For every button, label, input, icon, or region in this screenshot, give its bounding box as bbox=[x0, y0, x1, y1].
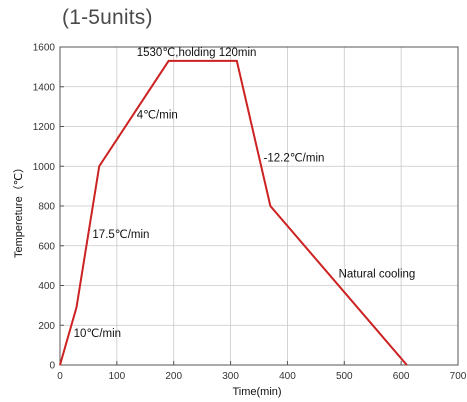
y-tick-label: 1000 bbox=[33, 162, 56, 173]
x-tick-label: 300 bbox=[222, 371, 239, 382]
y-axis-label: Tempereture（℃） bbox=[12, 162, 25, 258]
y-tick-label: 0 bbox=[49, 361, 55, 372]
x-tick-label: 700 bbox=[450, 371, 467, 382]
y-tick-label: 1400 bbox=[33, 82, 56, 93]
annotation-label: Natural cooling bbox=[339, 269, 416, 281]
series-line bbox=[59, 59, 408, 366]
page-title: (1-5units) bbox=[62, 6, 153, 29]
y-tick-label: 800 bbox=[38, 202, 55, 213]
y-tick-label: 200 bbox=[38, 321, 55, 332]
x-tick-label: 100 bbox=[109, 371, 126, 382]
annotation-label: 4℃/min bbox=[137, 110, 178, 122]
x-tick-label: 200 bbox=[165, 371, 182, 382]
x-tick-label: 400 bbox=[279, 371, 296, 382]
x-axis-label: Time(min) bbox=[232, 386, 281, 398]
y-tick-label: 400 bbox=[38, 281, 55, 292]
annotation-label: 1530℃,holding 120min bbox=[137, 47, 257, 59]
x-tick-label: 0 bbox=[57, 371, 63, 382]
x-tick-label: 600 bbox=[393, 371, 410, 382]
y-tick-label: 1200 bbox=[33, 122, 56, 133]
x-tick-label: 500 bbox=[336, 371, 353, 382]
annotation-label: -12.2℃/min bbox=[264, 152, 325, 164]
y-tick-label: 1600 bbox=[33, 43, 56, 54]
annotation-label: 17.5℃/min bbox=[92, 229, 149, 241]
annotation-label: 10℃/min bbox=[74, 328, 121, 340]
y-tick-label: 600 bbox=[38, 241, 55, 252]
